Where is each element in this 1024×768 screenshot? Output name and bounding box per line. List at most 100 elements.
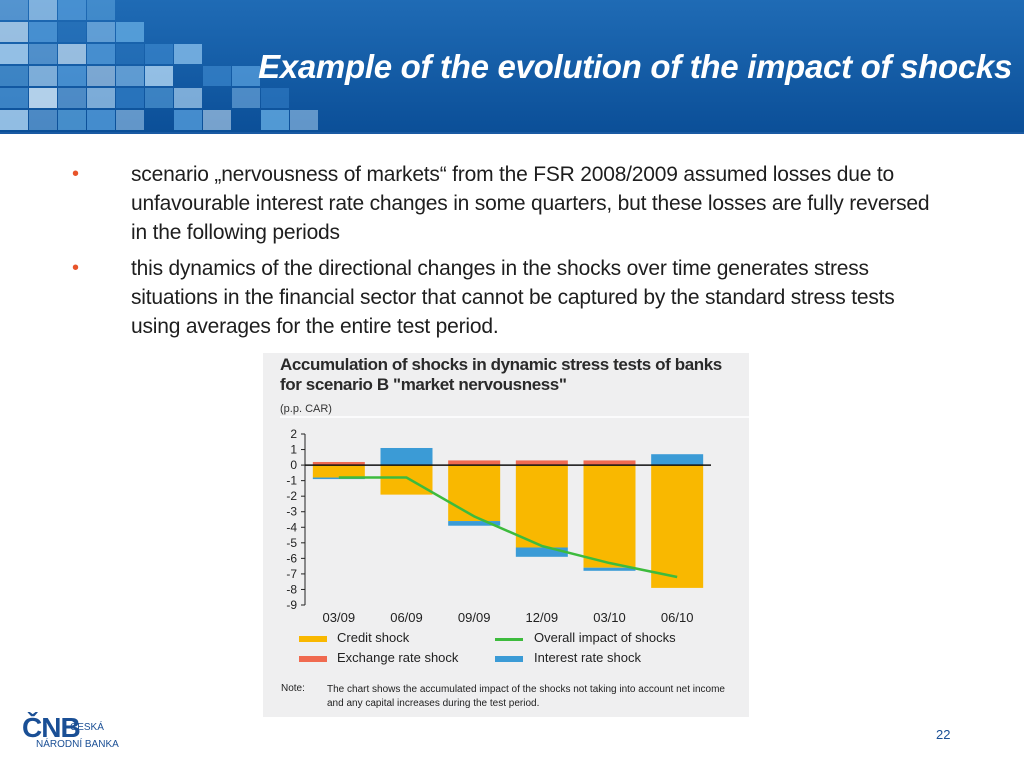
- x-tick-label: 06/10: [661, 610, 694, 625]
- header-tile: [87, 110, 115, 130]
- bullet-text: scenario „nervousness of markets“ from t…: [131, 163, 930, 244]
- header-tile: [0, 0, 28, 20]
- slide-header: [0, 0, 1024, 132]
- chart-title-line-2: for scenario B "market nervousness": [280, 375, 567, 394]
- bar-interest-rate-shock: [583, 567, 636, 571]
- header-tile: [58, 44, 86, 64]
- header-tile: [174, 110, 202, 130]
- header-tile: [261, 88, 289, 108]
- bar-exchange-rate-shock: [515, 460, 568, 466]
- header-tile: [58, 66, 86, 86]
- header-tile: [261, 110, 289, 130]
- logo-mark: ČNB: [22, 712, 81, 743]
- bar-credit-shock: [515, 465, 568, 548]
- header-tile: [0, 66, 28, 86]
- header-tile: [0, 88, 28, 108]
- header-tile: [29, 44, 57, 64]
- header-tile: [29, 88, 57, 108]
- y-tick-label: -4: [286, 520, 297, 534]
- header-tile: [58, 110, 86, 130]
- bullet-text: this dynamics of the directional changes…: [131, 257, 895, 338]
- logo-line-1: ČESKÁ: [70, 722, 104, 733]
- header-tile: [116, 44, 144, 64]
- header-tile: [87, 22, 115, 42]
- header-tile: [290, 110, 318, 130]
- header-tile: [203, 66, 231, 86]
- header-tile: [116, 110, 144, 130]
- line-overall-impact: [338, 476, 678, 579]
- bullet-icon: •: [72, 257, 80, 279]
- header-tile: [87, 88, 115, 108]
- bar-credit-shock: [651, 465, 704, 588]
- header-tile: [29, 66, 57, 86]
- legend-label-overall: Overall impact of shocks: [534, 630, 676, 645]
- bullet-icon: •: [72, 163, 80, 185]
- header-tile: [87, 0, 115, 20]
- header-tile: [116, 88, 144, 108]
- bar-exchange-rate-shock: [583, 460, 636, 466]
- header-tile: [58, 22, 86, 42]
- bullet-item: • scenario „nervousness of markets“ from…: [68, 160, 948, 247]
- header-tile: [58, 0, 86, 20]
- header-tile: [174, 44, 202, 64]
- x-tick-label: 12/09: [526, 610, 559, 625]
- bar-credit-shock: [380, 465, 433, 495]
- y-tick-label: -6: [286, 551, 297, 565]
- header-tile: [87, 44, 115, 64]
- chart-title-line-1: Accumulation of shocks in dynamic stress…: [280, 355, 722, 374]
- x-tick-label: 06/09: [390, 610, 423, 625]
- y-tick-label: -9: [286, 598, 297, 612]
- logo-line-2: NÁRODNÍ BANKA: [36, 739, 119, 750]
- x-tick-label: 03/10: [593, 610, 626, 625]
- bar-credit-shock: [448, 465, 501, 522]
- y-tick-label: 2: [290, 427, 297, 441]
- y-tick-label: -5: [286, 536, 297, 550]
- legend-swatch-exchange: [299, 656, 327, 662]
- chart-svg: 2 10 -1-2 -3-4 -5-6 -7-8 -9 03/09 06/09 09/09 12/0…: [280, 416, 749, 625]
- header-divider: [0, 132, 1024, 134]
- legend-swatch-credit: [299, 636, 327, 642]
- chart-note-text: The chart shows the accumulated impact o…: [327, 684, 725, 709]
- header-tile: [29, 22, 57, 42]
- bar-interest-rate-shock: [651, 454, 704, 466]
- header-tile: [0, 44, 28, 64]
- legend-swatch-interest: [495, 656, 523, 662]
- y-tick-label: -7: [286, 567, 297, 581]
- header-tile: [0, 22, 28, 42]
- chart-unit-label: (p.p. CAR): [280, 403, 332, 415]
- bar-interest-rate-shock: [515, 547, 568, 557]
- legend-label-exchange: Exchange rate shock: [337, 650, 459, 665]
- header-tile: [174, 88, 202, 108]
- bullet-list: • scenario „nervousness of markets“ from…: [68, 160, 948, 348]
- header-tile: [29, 110, 57, 130]
- page-number: 22: [936, 727, 951, 742]
- bullet-item: • this dynamics of the directional chang…: [68, 254, 948, 341]
- y-tick-label: -3: [286, 505, 297, 519]
- header-tile: [116, 22, 144, 42]
- header-tile: [29, 0, 57, 20]
- bar-interest-rate-shock: [312, 477, 365, 480]
- bar-exchange-rate-shock: [312, 461, 365, 466]
- legend-label-credit: Credit shock: [337, 630, 410, 645]
- header-tile: [0, 110, 28, 130]
- y-tick-label: -8: [286, 582, 297, 596]
- bar-exchange-rate-shock: [448, 460, 501, 466]
- y-tick-label: -1: [286, 474, 297, 488]
- bar-credit-shock: [583, 465, 636, 568]
- header-tile: [232, 88, 260, 108]
- chart-panel: Accumulation of shocks in dynamic stress…: [263, 353, 749, 717]
- bar-credit-shock: [312, 465, 365, 478]
- legend-label-interest: Interest rate shock: [534, 650, 641, 665]
- header-tile: [203, 110, 231, 130]
- y-tick-label: -2: [286, 489, 297, 503]
- header-tile: [58, 88, 86, 108]
- x-tick-label: 03/09: [323, 610, 356, 625]
- slide-title: Example of the evolution of the impact o…: [258, 48, 1012, 85]
- y-tick-label: 1: [290, 443, 297, 457]
- chart-note-label: Note:: [281, 683, 305, 694]
- header-tile: [145, 88, 173, 108]
- header-tile: [116, 66, 144, 86]
- header-tile: [87, 66, 115, 86]
- bar-interest-rate-shock: [380, 447, 433, 466]
- header-tile: [145, 44, 173, 64]
